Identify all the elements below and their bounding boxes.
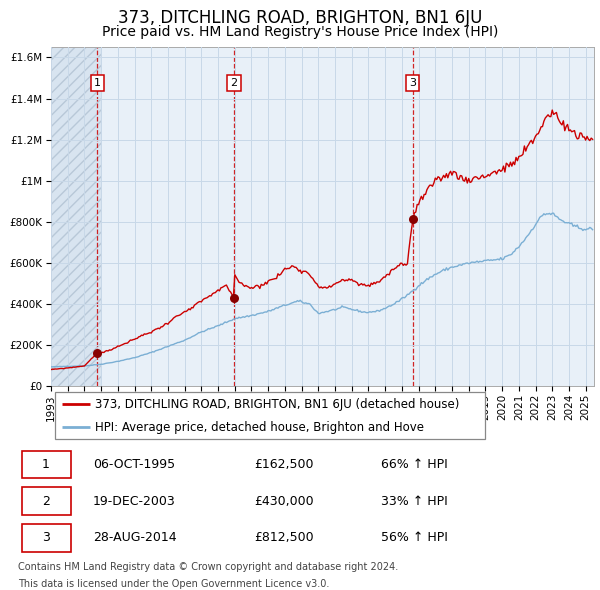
Text: £430,000: £430,000 (254, 494, 314, 507)
Text: HPI: Average price, detached house, Brighton and Hove: HPI: Average price, detached house, Brig… (95, 421, 424, 434)
Text: £812,500: £812,500 (254, 532, 314, 545)
Text: 1: 1 (42, 458, 50, 471)
Text: Price paid vs. HM Land Registry's House Price Index (HPI): Price paid vs. HM Land Registry's House … (102, 25, 498, 39)
FancyBboxPatch shape (22, 487, 71, 515)
FancyBboxPatch shape (22, 524, 71, 552)
Text: 373, DITCHLING ROAD, BRIGHTON, BN1 6JU: 373, DITCHLING ROAD, BRIGHTON, BN1 6JU (118, 9, 482, 28)
Text: 28-AUG-2014: 28-AUG-2014 (92, 532, 176, 545)
Text: 56% ↑ HPI: 56% ↑ HPI (380, 532, 448, 545)
Bar (51, 47, 101, 386)
Text: £162,500: £162,500 (254, 458, 313, 471)
Text: This data is licensed under the Open Government Licence v3.0.: This data is licensed under the Open Gov… (18, 579, 329, 589)
Text: 2: 2 (230, 78, 238, 88)
Text: 3: 3 (409, 78, 416, 88)
Text: 1: 1 (94, 78, 101, 88)
Text: 06-OCT-1995: 06-OCT-1995 (92, 458, 175, 471)
Text: 3: 3 (42, 532, 50, 545)
Text: 373, DITCHLING ROAD, BRIGHTON, BN1 6JU (detached house): 373, DITCHLING ROAD, BRIGHTON, BN1 6JU (… (95, 398, 459, 411)
Text: 2: 2 (42, 494, 50, 507)
Text: 33% ↑ HPI: 33% ↑ HPI (380, 494, 448, 507)
Text: Contains HM Land Registry data © Crown copyright and database right 2024.: Contains HM Land Registry data © Crown c… (18, 562, 398, 572)
FancyBboxPatch shape (55, 392, 485, 438)
Text: 66% ↑ HPI: 66% ↑ HPI (380, 458, 448, 471)
Text: 19-DEC-2003: 19-DEC-2003 (92, 494, 175, 507)
FancyBboxPatch shape (22, 451, 71, 478)
